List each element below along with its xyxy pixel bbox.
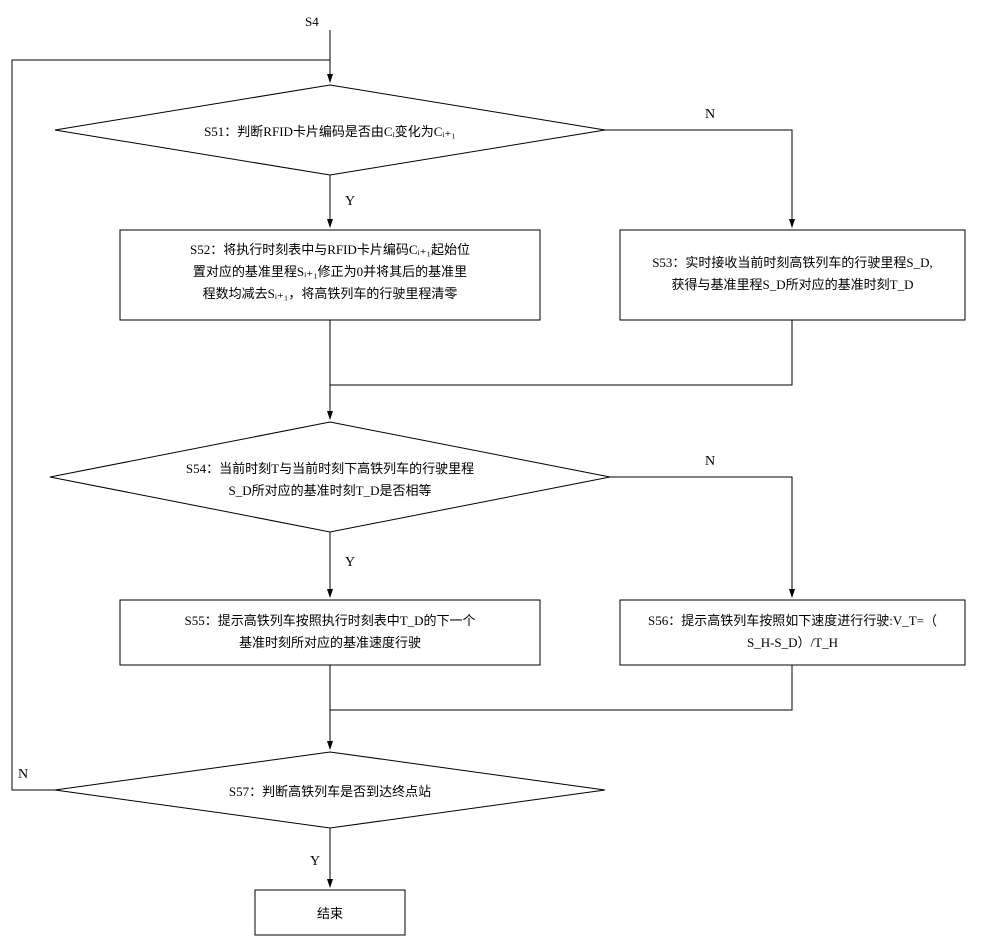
s55-text: S55：提示高铁列车按照执行时刻表中T_D的下一个 基准时刻所对应的基准速度行驶 bbox=[125, 610, 535, 654]
s55-l1: 基准时刻所对应的基准速度行驶 bbox=[125, 632, 535, 654]
start-label: S4 bbox=[305, 12, 319, 32]
s52-text: S52：将执行时刻表中与RFID卡片编码Cᵢ₊₁起始位 置对应的基准里程Sᵢ₊₁… bbox=[125, 239, 535, 305]
s51-text: S51：判断RFID卡片编码是否由Cᵢ变化为Cᵢ₊₁ bbox=[70, 121, 590, 143]
edge-s51-n: N bbox=[705, 107, 715, 123]
s56-text: S56：提示高铁列车按照如下速度进行行驶:V_T=（ S_H-S_D）/T_H bbox=[625, 610, 960, 654]
edge-s54-n: N bbox=[705, 454, 715, 470]
s52-l2: 程数均减去Sᵢ₊₁，将高铁列车的行驶里程清零 bbox=[125, 283, 535, 305]
s55-l0: S55：提示高铁列车按照执行时刻表中T_D的下一个 bbox=[125, 610, 535, 632]
s57-text: S57：判断高铁列车是否到达终点站 bbox=[100, 781, 560, 803]
s56-l1: S_H-S_D）/T_H bbox=[625, 632, 960, 654]
s52-l1: 置对应的基准里程Sᵢ₊₁修正为0并将其后的基准里 bbox=[125, 261, 535, 283]
s52-l0: S52：将执行时刻表中与RFID卡片编码Cᵢ₊₁起始位 bbox=[125, 239, 535, 261]
edge-s57-y: Y bbox=[310, 854, 320, 870]
s54-text: S54：当前时刻T与当前时刻下高铁列车的行驶里程 S_D所对应的基准时刻T_D是… bbox=[85, 458, 575, 502]
edge-s57-n: N bbox=[18, 767, 28, 783]
s53-l1: 获得与基准里程S_D所对应的基准时刻T_D bbox=[625, 274, 960, 296]
s53-text: S53：实时接收当前时刻高铁列车的行驶里程S_D, 获得与基准里程S_D所对应的… bbox=[625, 252, 960, 296]
s54-l0: S54：当前时刻T与当前时刻下高铁列车的行驶里程 bbox=[85, 458, 575, 480]
s53-l0: S53：实时接收当前时刻高铁列车的行驶里程S_D, bbox=[625, 252, 960, 274]
edge-s54-y: Y bbox=[345, 555, 355, 571]
s56-l0: S56：提示高铁列车按照如下速度进行行驶:V_T=（ bbox=[625, 610, 960, 632]
end-text: 结束 bbox=[255, 903, 405, 925]
s57-line: S57：判断高铁列车是否到达终点站 bbox=[229, 784, 431, 799]
edge-s51-y: Y bbox=[345, 194, 355, 210]
end-line: 结束 bbox=[317, 906, 343, 921]
s54-l1: S_D所对应的基准时刻T_D是否相等 bbox=[85, 480, 575, 502]
s51-line: S51：判断RFID卡片编码是否由Cᵢ变化为Cᵢ₊₁ bbox=[204, 124, 456, 139]
